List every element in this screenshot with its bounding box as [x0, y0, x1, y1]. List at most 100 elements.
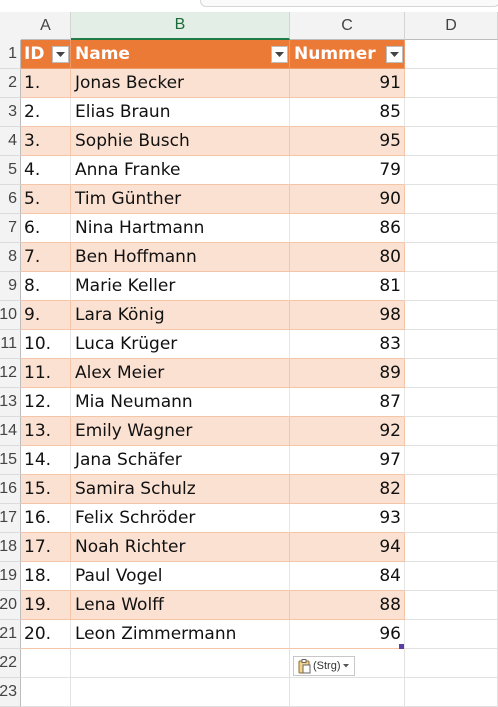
id-cell[interactable]: 4.: [21, 156, 71, 185]
name-cell[interactable]: Emily Wagner: [71, 417, 290, 446]
table-resize-handle[interactable]: [399, 644, 404, 649]
empty-cell[interactable]: [405, 156, 498, 185]
empty-cell[interactable]: [71, 649, 290, 678]
column-header-b[interactable]: B: [71, 12, 290, 40]
number-cell[interactable]: 93: [290, 504, 405, 533]
number-cell[interactable]: 84: [290, 562, 405, 591]
empty-cell[interactable]: [405, 330, 498, 359]
number-cell[interactable]: 89: [290, 359, 405, 388]
id-cell[interactable]: 14.: [21, 446, 71, 475]
select-all-corner[interactable]: [0, 12, 22, 41]
row-header[interactable]: 21: [0, 620, 21, 649]
id-cell[interactable]: 3.: [21, 127, 71, 156]
column-header-a[interactable]: A: [21, 12, 71, 40]
id-cell[interactable]: 15.: [21, 475, 71, 504]
name-cell[interactable]: Ben Hoffmann: [71, 243, 290, 272]
name-cell[interactable]: Lena Wolff: [71, 591, 290, 620]
name-cell[interactable]: Marie Keller: [71, 272, 290, 301]
row-header[interactable]: 18: [0, 533, 21, 562]
id-cell[interactable]: 6.: [21, 214, 71, 243]
name-cell[interactable]: Elias Braun: [71, 98, 290, 127]
row-header[interactable]: 6: [0, 185, 21, 214]
row-header[interactable]: 22: [0, 649, 21, 678]
name-cell[interactable]: Lara König: [71, 301, 290, 330]
row-header[interactable]: 15: [0, 446, 21, 475]
id-cell[interactable]: 13.: [21, 417, 71, 446]
name-cell[interactable]: Leon Zimmermann: [71, 620, 290, 649]
row-header[interactable]: 17: [0, 504, 21, 533]
number-cell[interactable]: 80: [290, 243, 405, 272]
name-cell[interactable]: Nina Hartmann: [71, 214, 290, 243]
number-cell[interactable]: 82: [290, 475, 405, 504]
number-cell[interactable]: 94: [290, 533, 405, 562]
empty-cell[interactable]: [405, 272, 498, 301]
empty-cell[interactable]: [405, 214, 498, 243]
name-cell[interactable]: Paul Vogel: [71, 562, 290, 591]
name-cell[interactable]: Jana Schäfer: [71, 446, 290, 475]
filter-name-button[interactable]: [271, 46, 288, 63]
empty-cell[interactable]: [405, 475, 498, 504]
number-cell[interactable]: 87: [290, 388, 405, 417]
id-cell[interactable]: 16.: [21, 504, 71, 533]
row-header[interactable]: 5: [0, 156, 21, 185]
empty-cell[interactable]: [405, 678, 498, 707]
id-cell[interactable]: 18.: [21, 562, 71, 591]
id-cell[interactable]: 10.: [21, 330, 71, 359]
empty-cell[interactable]: [71, 678, 290, 707]
number-cell[interactable]: 92: [290, 417, 405, 446]
empty-cell[interactable]: [405, 301, 498, 330]
id-cell[interactable]: 1.: [21, 69, 71, 98]
id-cell[interactable]: 2.: [21, 98, 71, 127]
number-cell[interactable]: 90: [290, 185, 405, 214]
empty-cell[interactable]: [405, 562, 498, 591]
number-cell[interactable]: 91: [290, 69, 405, 98]
formula-input[interactable]: [200, 0, 498, 7]
id-cell[interactable]: 5.: [21, 185, 71, 214]
id-cell[interactable]: 9.: [21, 301, 71, 330]
id-cell[interactable]: 19.: [21, 591, 71, 620]
header-cell-number[interactable]: Nummer: [290, 40, 405, 69]
empty-cell[interactable]: [405, 40, 498, 69]
empty-cell[interactable]: [405, 243, 498, 272]
empty-cell[interactable]: [405, 359, 498, 388]
empty-cell[interactable]: [405, 504, 498, 533]
name-cell[interactable]: Alex Meier: [71, 359, 290, 388]
number-cell[interactable]: 88: [290, 591, 405, 620]
empty-cell[interactable]: [405, 127, 498, 156]
empty-cell[interactable]: [405, 591, 498, 620]
column-header-c[interactable]: C: [290, 12, 405, 40]
row-header[interactable]: 13: [0, 388, 21, 417]
name-cell[interactable]: Jonas Becker: [71, 69, 290, 98]
filter-number-button[interactable]: [386, 46, 403, 63]
empty-cell[interactable]: [405, 533, 498, 562]
row-header[interactable]: 8: [0, 243, 21, 272]
worksheet-grid[interactable]: A B C D 1 2 3 4 5 6 7 8 9 10 11 12 13 14 15 16 17 18 19 20 2…: [0, 12, 498, 707]
id-cell[interactable]: 11.: [21, 359, 71, 388]
number-cell[interactable]: 95: [290, 127, 405, 156]
empty-cell[interactable]: [21, 649, 71, 678]
empty-cell[interactable]: [405, 620, 498, 649]
row-header[interactable]: 10: [0, 301, 21, 330]
id-cell[interactable]: 12.: [21, 388, 71, 417]
name-cell[interactable]: Tim Günther: [71, 185, 290, 214]
id-cell[interactable]: 7.: [21, 243, 71, 272]
column-header-d[interactable]: D: [405, 12, 498, 40]
row-header[interactable]: 9: [0, 272, 21, 301]
empty-cell[interactable]: [405, 417, 498, 446]
row-header[interactable]: 14: [0, 417, 21, 446]
id-cell[interactable]: 17.: [21, 533, 71, 562]
row-header[interactable]: 1: [0, 40, 21, 69]
name-cell[interactable]: Mia Neumann: [71, 388, 290, 417]
number-cell[interactable]: 81: [290, 272, 405, 301]
number-cell[interactable]: 96: [290, 620, 405, 649]
name-cell[interactable]: Noah Richter: [71, 533, 290, 562]
name-cell[interactable]: Sophie Busch: [71, 127, 290, 156]
empty-cell[interactable]: [405, 446, 498, 475]
row-header[interactable]: 16: [0, 475, 21, 504]
name-cell[interactable]: Anna Franke: [71, 156, 290, 185]
number-cell[interactable]: 98: [290, 301, 405, 330]
row-header[interactable]: 7: [0, 214, 21, 243]
row-header[interactable]: 12: [0, 359, 21, 388]
name-cell[interactable]: Felix Schröder: [71, 504, 290, 533]
empty-cell[interactable]: [21, 678, 71, 707]
